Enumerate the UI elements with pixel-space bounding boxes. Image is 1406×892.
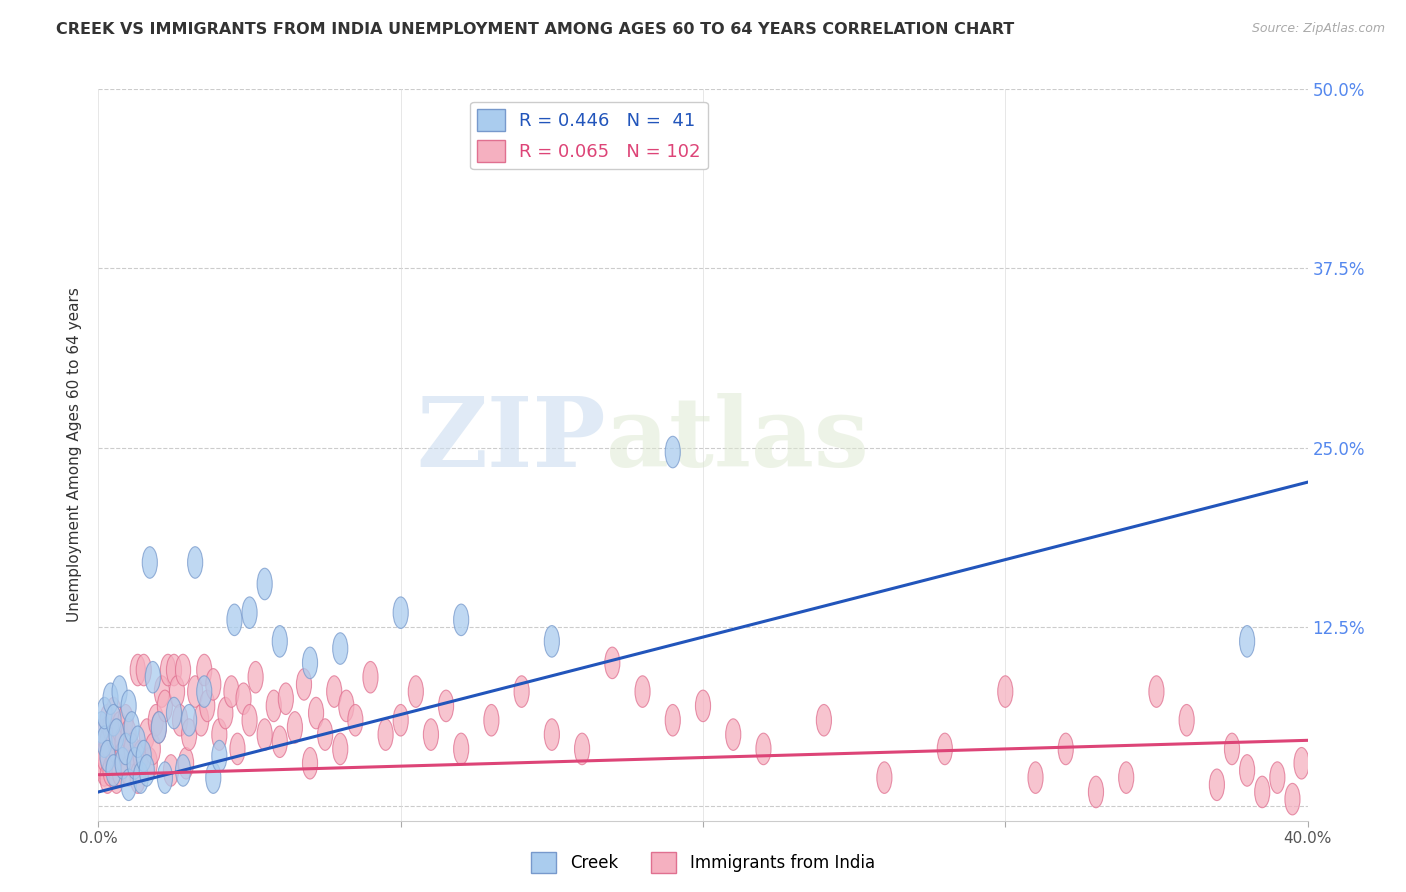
Text: CREEK VS IMMIGRANTS FROM INDIA UNEMPLOYMENT AMONG AGES 60 TO 64 YEARS CORRELATIO: CREEK VS IMMIGRANTS FROM INDIA UNEMPLOYM…: [56, 22, 1015, 37]
Y-axis label: Unemployment Among Ages 60 to 64 years: Unemployment Among Ages 60 to 64 years: [67, 287, 83, 623]
Text: Source: ZipAtlas.com: Source: ZipAtlas.com: [1251, 22, 1385, 36]
Legend: Creek, Immigrants from India: Creek, Immigrants from India: [524, 846, 882, 880]
Text: atlas: atlas: [606, 393, 869, 487]
Legend: R = 0.446   N =  41, R = 0.065   N = 102: R = 0.446 N = 41, R = 0.065 N = 102: [470, 102, 707, 169]
Text: ZIP: ZIP: [416, 393, 606, 487]
